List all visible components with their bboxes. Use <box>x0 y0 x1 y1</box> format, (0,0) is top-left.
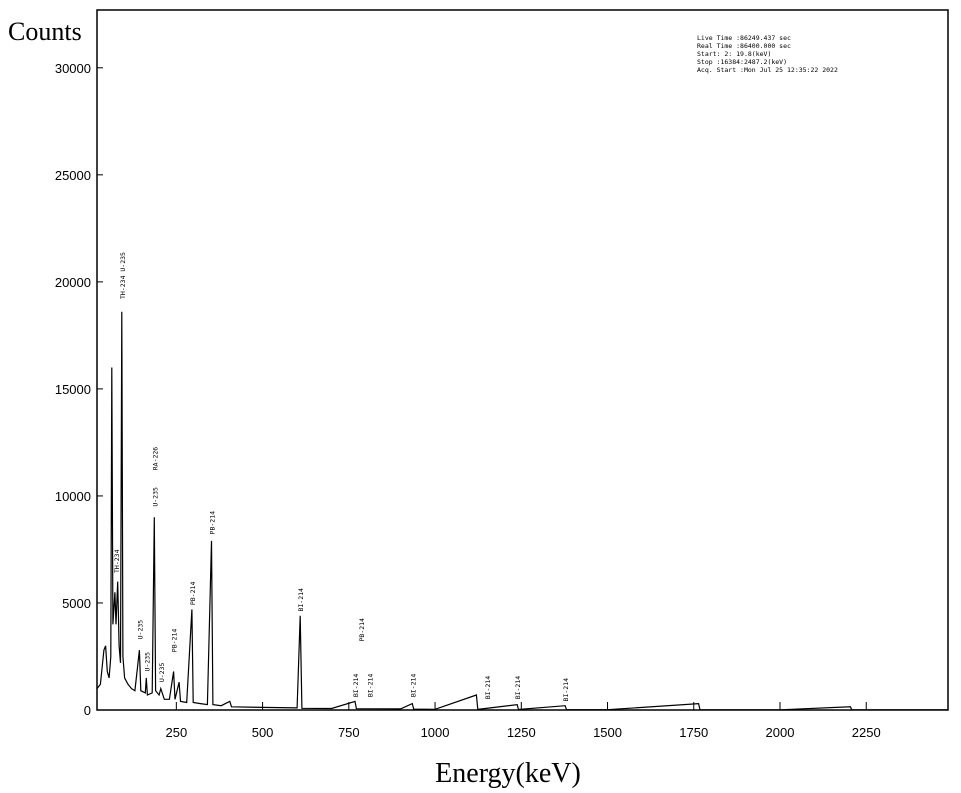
peak-label: PB-214 <box>209 511 217 535</box>
info-line: Acq. Start :Mon Jul 25 12:35:22 2022 <box>697 66 838 74</box>
x-tick-label: 2000 <box>766 725 795 740</box>
peak-label: TH-234 U-235 <box>119 252 127 299</box>
plot-frame <box>96 9 949 711</box>
y-tick-label: 30000 <box>55 61 91 76</box>
y-tick-label: 0 <box>84 703 91 718</box>
peak-label: BI-214 <box>484 676 492 700</box>
peak-label: PB-214 <box>171 629 179 653</box>
x-tick-label: 1750 <box>679 725 708 740</box>
y-tick-label: 10000 <box>55 489 91 504</box>
y-axis-title: Counts <box>8 17 82 46</box>
x-tick-label: 1000 <box>421 725 450 740</box>
peak-label: PB-214 <box>189 582 197 606</box>
spectrum-line <box>96 311 948 711</box>
peak-label: U-235 <box>158 663 166 683</box>
x-tick-label: 1500 <box>593 725 622 740</box>
y-tick-label: 25000 <box>55 168 91 183</box>
peak-label: U-235 <box>143 652 151 672</box>
peak-label: BI-214 <box>352 674 360 698</box>
peak-label: U-235 <box>151 487 159 507</box>
info-line: Live Time :86249.437 sec <box>697 34 791 42</box>
info-line: Start: 2: 19.8(keV) <box>697 50 771 58</box>
y-tick-label: 15000 <box>55 382 91 397</box>
info-line: Real Time :86400.000 sec <box>697 42 791 50</box>
peak-label: RA-226 <box>151 447 159 471</box>
peak-label: BI-214 <box>367 674 375 698</box>
x-tick-label: 250 <box>165 725 187 740</box>
x-axis-title: Energy(keV) <box>435 758 581 789</box>
x-tick-label: 750 <box>338 725 360 740</box>
peak-label: TH-234 <box>113 549 121 573</box>
peak-label: BI-214 <box>514 676 522 700</box>
x-tick-label: 2250 <box>852 725 881 740</box>
y-tick-label: 5000 <box>62 596 91 611</box>
x-tick-label: 500 <box>252 725 274 740</box>
y-tick-label: 20000 <box>55 275 91 290</box>
peak-label: BI-214 <box>409 674 417 698</box>
peak-label: PB-214 <box>358 618 366 642</box>
peak-label: BI-214 <box>297 588 305 612</box>
x-tick-label: 1250 <box>507 725 536 740</box>
peak-label: BI-214 <box>562 678 570 702</box>
info-line: Stop :16384:2487.2(keV) <box>697 58 787 66</box>
peak-label: U-235 <box>136 620 144 640</box>
